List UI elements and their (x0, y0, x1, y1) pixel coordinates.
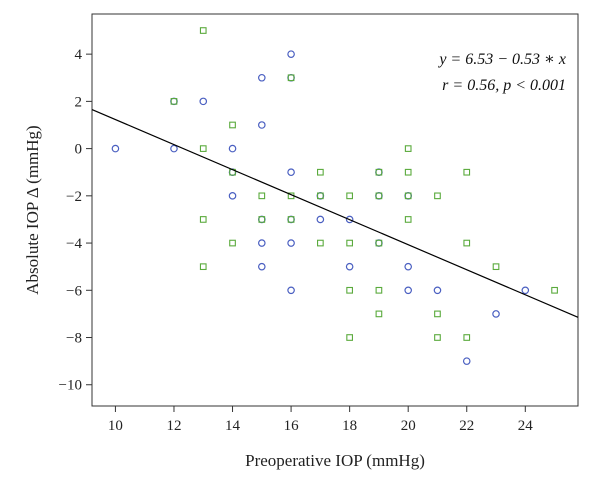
data-point-square (463, 168, 471, 176)
y-tick-label: −10 (59, 378, 82, 394)
data-point-square (229, 239, 236, 247)
data-point-square (287, 216, 295, 223)
data-point-square (258, 192, 266, 200)
data-point-square (317, 168, 324, 176)
data-point-circle (258, 239, 266, 247)
data-point-square (346, 192, 353, 200)
y-tick-label: −4 (66, 236, 82, 252)
data-point-square (199, 27, 207, 34)
data-points (111, 27, 558, 365)
data-point-square (317, 192, 324, 200)
y-tick-label: 0 (75, 142, 83, 158)
data-point-circle (111, 144, 120, 153)
data-point-circle (287, 239, 295, 247)
data-point-square (229, 121, 236, 129)
annotation-equation: y = 6.53 − 0.53 ∗ x (437, 51, 566, 68)
data-point-square (434, 310, 441, 318)
data-point-square (404, 145, 412, 152)
data-point-circle (287, 286, 295, 295)
data-point-square (434, 334, 441, 341)
data-point-square (317, 239, 324, 247)
regression-line (91, 108, 579, 318)
data-point-square (404, 168, 412, 176)
y-tick-label: 2 (75, 94, 83, 110)
data-point-circle (287, 168, 295, 177)
data-point-circle (287, 50, 295, 58)
annotation-correlation: r = 0.56, p < 0.001 (442, 77, 566, 94)
data-point-circle (228, 144, 237, 153)
data-point-square (258, 216, 266, 223)
data-point-square (551, 286, 558, 294)
y-axis-label: Absolute IOP Δ (mmHg) (23, 125, 42, 294)
data-point-square (170, 98, 178, 105)
y-axis: 4 2 0 −2 −4 −6 −8 −10 (59, 47, 92, 394)
data-point-circle (258, 262, 266, 271)
data-point-square (463, 239, 471, 247)
x-tick-label: 20 (401, 418, 416, 434)
data-point-circle (258, 73, 266, 82)
data-point-square (287, 74, 295, 82)
data-point-square (346, 286, 353, 294)
data-point-square (199, 145, 207, 152)
plot-area (91, 13, 579, 407)
x-tick-label: 22 (459, 418, 474, 434)
data-point-circle (462, 357, 471, 365)
x-tick-label: 16 (284, 418, 300, 434)
data-point-circle (228, 192, 237, 200)
data-point-circle (404, 262, 412, 271)
data-point-square (375, 239, 383, 247)
data-point-square (434, 192, 441, 200)
data-point-square (375, 168, 383, 176)
x-axis: 10 12 14 16 18 20 22 24 (108, 406, 533, 434)
x-tick-label: 12 (166, 418, 181, 434)
x-axis-label: Preoperative IOP (mmHg) (245, 451, 425, 470)
data-point-circle (316, 215, 325, 224)
data-point-circle (404, 286, 412, 295)
data-point-circle (258, 121, 266, 129)
data-point-square (404, 192, 412, 200)
data-point-square (404, 216, 412, 223)
x-tick-label: 24 (518, 418, 534, 434)
x-tick-label: 10 (108, 418, 123, 434)
y-tick-label: −8 (66, 331, 82, 347)
data-point-square (199, 263, 207, 271)
data-point-square (346, 239, 353, 247)
data-point-square (375, 192, 383, 200)
data-point-square (492, 263, 500, 271)
y-tick-label: 4 (75, 47, 83, 63)
data-point-square (346, 334, 353, 341)
data-point-square (463, 334, 471, 341)
y-tick-label: −2 (66, 189, 82, 205)
data-point-circle (521, 286, 530, 295)
data-point-circle (345, 262, 354, 271)
data-point-circle (345, 215, 354, 224)
data-point-square (199, 216, 207, 223)
data-point-circle (492, 310, 500, 318)
x-tick-label: 14 (225, 418, 241, 434)
data-point-square (375, 286, 383, 294)
data-point-circle (199, 97, 208, 106)
y-tick-label: −6 (66, 283, 82, 299)
data-point-square (375, 310, 383, 318)
data-point-circle (433, 286, 442, 295)
data-point-circle (170, 144, 178, 153)
x-tick-label: 18 (342, 418, 357, 434)
